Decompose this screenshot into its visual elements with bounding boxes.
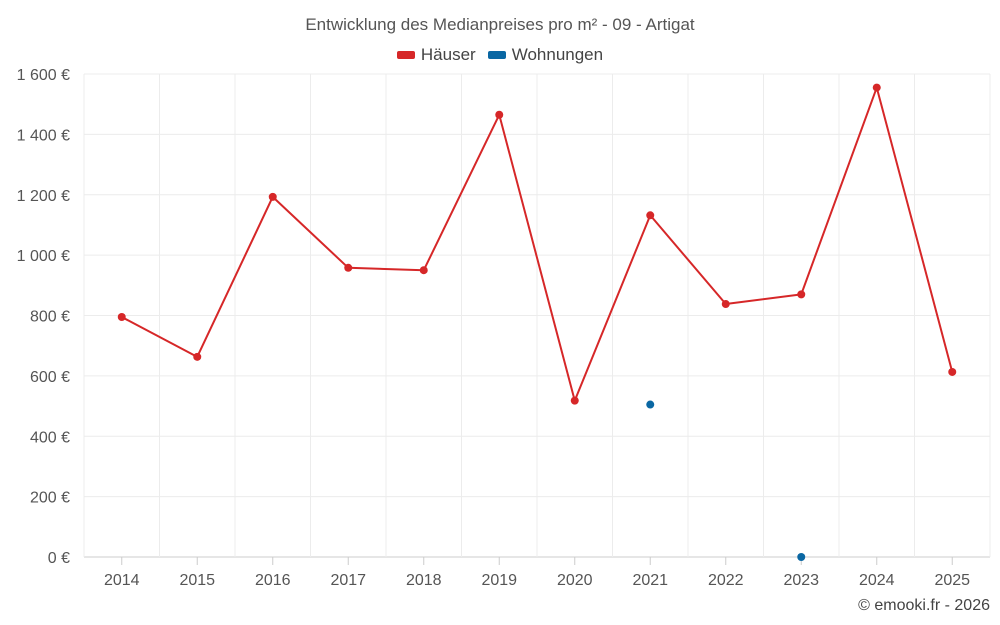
x-tick-label: 2018 bbox=[406, 572, 442, 589]
data-point-series-0 bbox=[344, 263, 353, 272]
x-tick-label: 2015 bbox=[179, 572, 215, 589]
credits[interactable]: © emooki.fr - 2026 bbox=[858, 597, 990, 614]
y-axis: 0 € 200 € 400 € 600 € 800 € 1 000 € 1 200 € 1 4… bbox=[17, 67, 70, 567]
x-tick-label: 2022 bbox=[708, 572, 744, 589]
legend-swatch-wohnungen bbox=[487, 51, 506, 59]
data-point-series-0 bbox=[117, 313, 126, 322]
series-lines bbox=[121, 86, 954, 402]
data-point-series-0 bbox=[646, 211, 655, 220]
y-tick-label: 0 € bbox=[48, 550, 70, 567]
grid bbox=[83, 73, 991, 558]
x-tick-label: 2023 bbox=[783, 572, 819, 589]
series-points bbox=[117, 83, 957, 561]
data-point-series-1 bbox=[646, 400, 655, 409]
x-tick-label: 2025 bbox=[934, 572, 970, 589]
series-line-0 bbox=[121, 86, 954, 402]
y-tick-label: 1 600 € bbox=[17, 67, 70, 84]
data-point-series-0 bbox=[872, 83, 881, 92]
x-tick-label: 2014 bbox=[104, 572, 140, 589]
data-point-series-1 bbox=[797, 553, 806, 561]
x-tick-label: 2021 bbox=[632, 572, 668, 589]
data-point-series-0 bbox=[797, 290, 806, 299]
x-tick-label: 2024 bbox=[859, 572, 895, 589]
data-point-series-0 bbox=[419, 266, 428, 275]
legend-swatch-haeuser bbox=[396, 51, 415, 59]
y-tick-label: 400 € bbox=[30, 429, 70, 446]
x-tick-label: 2019 bbox=[481, 572, 517, 589]
x-axis: 2014 2015 2016 2017 2018 2019 2020 2021 2022 2023… bbox=[104, 557, 970, 589]
legend-label-haeuser: Häuser bbox=[420, 45, 476, 64]
chart-title: Entwicklung des Medianpreises pro m² - 0… bbox=[305, 15, 695, 34]
legend-item-haeuser[interactable]: Häuser bbox=[396, 45, 476, 65]
data-point-series-0 bbox=[495, 110, 504, 119]
x-tick-label: 2020 bbox=[557, 572, 593, 589]
data-point-series-0 bbox=[193, 352, 202, 361]
legend-label-wohnungen: Wohnungen bbox=[511, 45, 604, 64]
x-tick-label: 2017 bbox=[330, 572, 366, 589]
data-point-series-0 bbox=[268, 192, 277, 201]
y-tick-label: 800 € bbox=[30, 309, 70, 326]
data-point-series-0 bbox=[570, 396, 579, 405]
x-tick-label: 2016 bbox=[255, 572, 291, 589]
data-point-series-0 bbox=[721, 300, 730, 309]
y-tick-label: 1 000 € bbox=[17, 248, 70, 265]
data-point-series-0 bbox=[948, 367, 957, 376]
legend-item-wohnungen[interactable]: Wohnungen bbox=[487, 45, 604, 65]
legend: Häuser Wohnungen bbox=[0, 45, 1000, 65]
y-tick-label: 1 400 € bbox=[17, 127, 70, 144]
y-tick-label: 200 € bbox=[30, 490, 70, 507]
y-tick-label: 1 200 € bbox=[17, 188, 70, 205]
y-tick-label: 600 € bbox=[30, 369, 70, 386]
